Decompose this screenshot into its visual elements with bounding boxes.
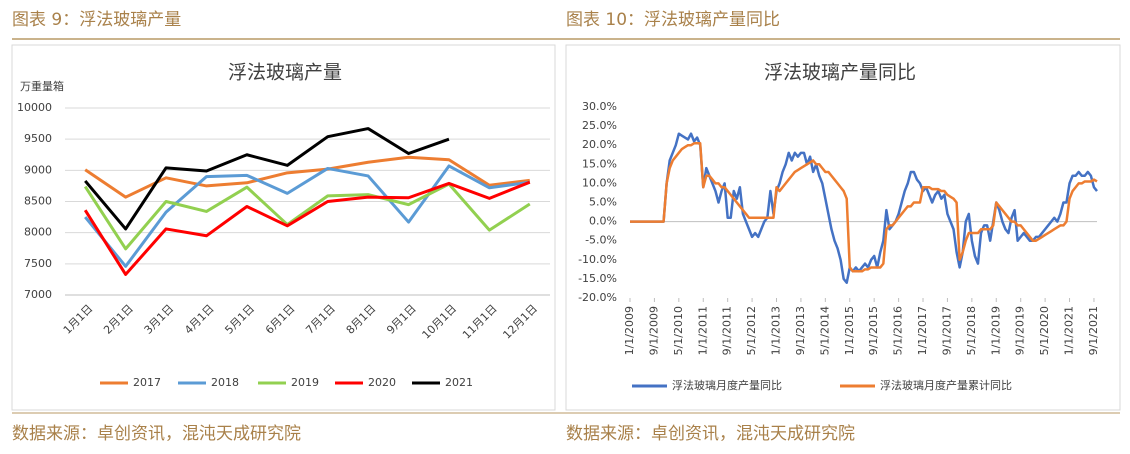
- source: 数据来源：卓创资讯，混沌天成研究院: [566, 424, 855, 444]
- x-tick-label: 9/1/2019: [1014, 306, 1027, 355]
- y-tick-label: -20.0%: [578, 291, 617, 304]
- legend-label: 2017: [133, 376, 161, 389]
- caption: 图表 10：浮法玻璃产量同比: [566, 10, 780, 30]
- y-axis-label: 万重量箱: [20, 79, 64, 93]
- x-tick-label: 1/1/2011: [696, 306, 709, 355]
- caption: 图表 9：浮法玻璃产量: [12, 10, 181, 30]
- y-tick-label: 10000: [17, 101, 52, 114]
- series-line: [84, 155, 530, 199]
- x-tick-label: 9/1/2009: [647, 306, 660, 355]
- x-tick-label: 1/1/2017: [916, 306, 929, 355]
- source: 数据来源：卓创资讯，混沌天成研究院: [12, 424, 301, 444]
- x-tick-label: 5/1/2020: [1038, 306, 1051, 355]
- y-tick-label: 5.0%: [589, 196, 617, 209]
- y-tick-label: 10.0%: [582, 176, 617, 189]
- x-tick-label: 1/1/2013: [770, 306, 783, 355]
- series-line: [83, 180, 531, 276]
- series-line: [84, 127, 450, 231]
- y-tick-label: 7500: [24, 257, 52, 270]
- chart-frame: [565, 44, 1121, 411]
- y-tick-label: 7000: [24, 288, 52, 301]
- legend-label: 浮法玻璃月度产量累计同比: [880, 378, 1012, 392]
- chart-title: 浮法玻璃产量同比: [764, 62, 916, 84]
- y-tick-label: 9000: [24, 163, 52, 176]
- y-tick-label: -10.0%: [578, 253, 617, 266]
- x-tick-label: 5/1/2016: [892, 306, 905, 355]
- legend-label: 2020: [368, 376, 396, 389]
- x-tick-label: 5/1/2012: [745, 306, 758, 355]
- x-tick-label: 9/1/2021: [1087, 306, 1100, 355]
- x-tick-label: 9/1/2013: [794, 306, 807, 355]
- x-tick-label: 9/1/2015: [867, 306, 880, 355]
- y-tick-label: 0.0%: [589, 215, 617, 228]
- legend-label: 2021: [445, 376, 473, 389]
- x-tick-label: 5/1/2018: [965, 306, 978, 355]
- y-tick-label: 25.0%: [582, 119, 617, 132]
- chart-title: 浮法玻璃产量: [228, 62, 342, 84]
- x-tick-label: 1/1/2015: [843, 306, 856, 355]
- x-tick-label: 5/1/2010: [672, 306, 685, 355]
- legend-label: 浮法玻璃月度产量同比: [672, 378, 782, 392]
- x-tick-label: 1/1/2009: [623, 306, 636, 355]
- legend-label: 2019: [291, 376, 319, 389]
- x-tick-label: 5/1/2014: [818, 306, 831, 355]
- x-tick-label: 1/1/2021: [1063, 306, 1076, 355]
- y-tick-label: -5.0%: [585, 234, 617, 247]
- y-tick-label: 8000: [24, 226, 52, 239]
- x-tick-label: 9/1/2011: [721, 306, 734, 355]
- y-tick-label: 20.0%: [582, 138, 617, 151]
- legend-label: 2018: [211, 376, 239, 389]
- x-tick-label: 1/1/2019: [989, 306, 1002, 355]
- series-line: [630, 142, 1098, 273]
- y-tick-label: 30.0%: [582, 100, 617, 113]
- x-tick-label: 9/1/2017: [940, 306, 953, 355]
- y-tick-label: -15.0%: [578, 272, 617, 285]
- series-line: [83, 182, 531, 251]
- series-line: [84, 164, 530, 268]
- y-tick-label: 15.0%: [582, 157, 617, 170]
- y-tick-label: 8500: [24, 195, 52, 208]
- y-tick-label: 9500: [24, 132, 52, 145]
- chart-frame: [11, 44, 556, 411]
- series-line: [630, 132, 1098, 284]
